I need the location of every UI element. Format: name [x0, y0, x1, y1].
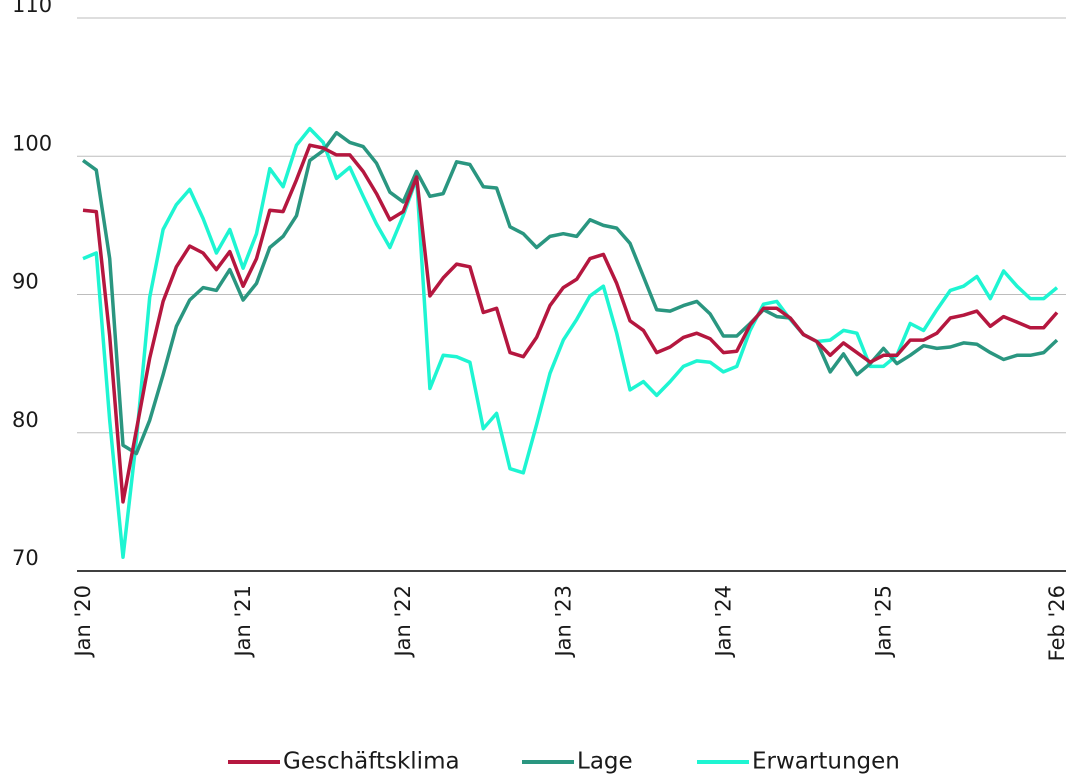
x-tick-label: Jan '24: [711, 585, 735, 659]
series-line: [82, 126, 1059, 559]
x-tick-label: Jan '23: [551, 585, 575, 659]
legend-label: Geschäftsklima: [283, 749, 460, 775]
x-tick-label: Jan '22: [391, 585, 415, 659]
x-tick-label: Jan '21: [231, 585, 255, 659]
y-tick-label: 110: [12, 0, 52, 17]
y-tick-label: 70: [12, 546, 39, 570]
x-tick-label: Feb '26: [1045, 585, 1066, 661]
y-tick-label: 100: [12, 131, 52, 155]
series-line: [81, 130, 1059, 456]
x-tick-label: Jan '25: [872, 585, 896, 659]
x-tick-label: Jan '20: [71, 585, 95, 659]
legend-label: Erwartungen: [752, 749, 900, 775]
y-tick-label: 80: [12, 408, 39, 432]
series-line: [82, 143, 1059, 504]
y-tick-label: 90: [12, 270, 39, 294]
legend-label: Lage: [577, 749, 633, 775]
